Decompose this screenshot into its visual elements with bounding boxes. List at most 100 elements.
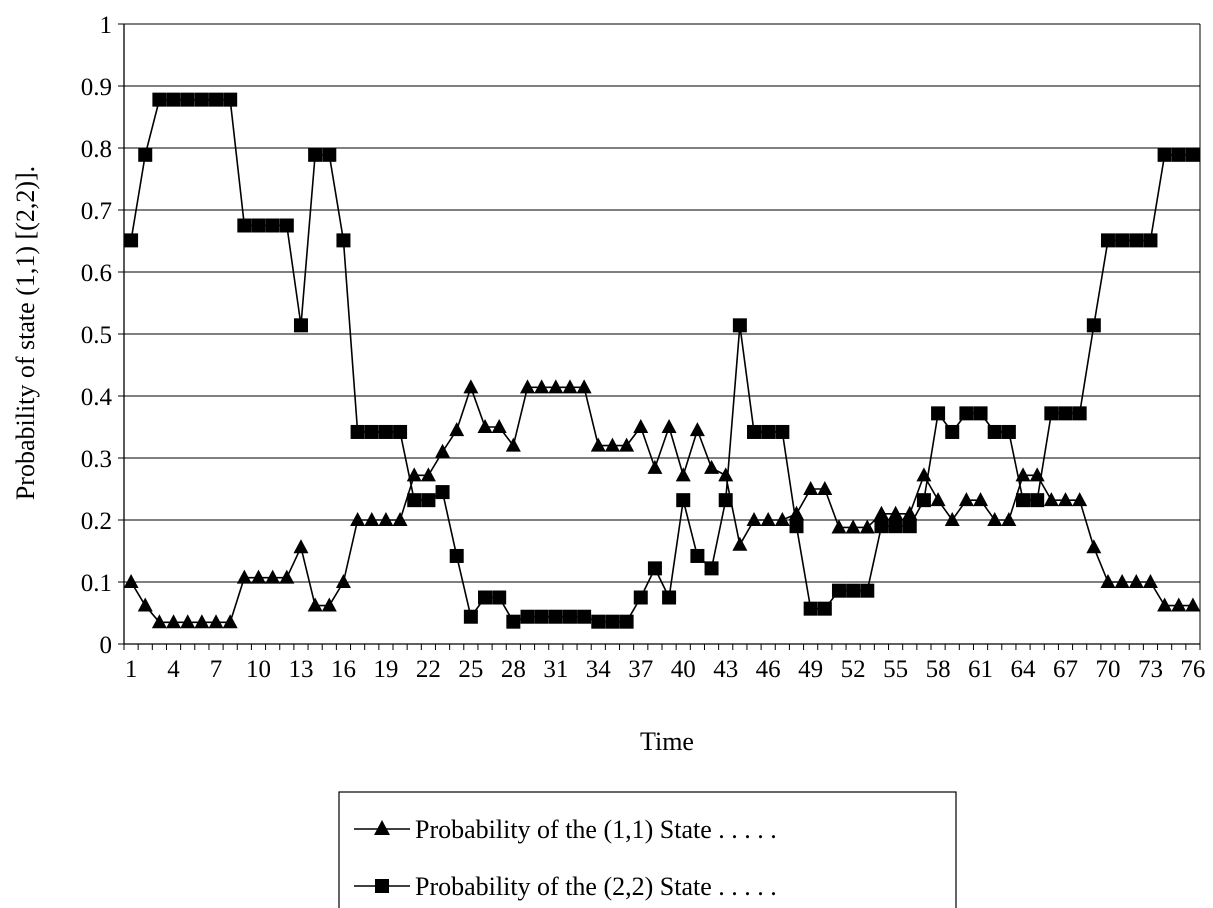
square-marker [336,233,351,248]
triangle-marker [1001,512,1017,526]
legend-box [338,791,957,908]
square-marker [209,92,224,107]
x-tick-label: 13 [288,656,313,683]
square-marker [322,147,337,162]
square-marker [732,318,747,333]
legend: Probability of the (1,1) State . . . . .… [338,791,957,908]
square-marker [775,424,790,439]
triangle-marker [321,597,337,612]
x-tick-label: 19 [373,656,398,683]
triangle-marker [1142,574,1158,588]
triangle-marker [831,519,847,534]
square-marker [124,233,139,248]
triangle-marker [137,597,153,612]
square-marker [449,548,464,563]
x-tick-label: 1 [125,656,138,683]
square-marker [1143,233,1158,248]
square-marker [194,92,209,107]
triangle-marker [449,422,465,437]
square-marker [1115,233,1130,248]
square-marker [959,406,974,421]
series-line [130,98,1193,623]
series-2 [124,92,1200,629]
square-marker [251,218,266,233]
square-marker [237,218,252,233]
triangle-marker [520,379,535,394]
square-marker [407,493,422,508]
square-marker [888,519,903,534]
x-tick-label: 49 [798,656,823,683]
x-axis-title: Time [640,727,694,756]
triangle-marker [576,379,592,394]
triangle-marker [1058,492,1073,507]
triangle-marker [364,512,380,526]
triangle-marker [732,536,748,551]
x-tick-label: 22 [416,656,441,683]
triangle-marker [987,512,1003,526]
square-marker [747,424,762,439]
triangle-marker [548,379,564,394]
y-tick-label: 0.7 [81,198,112,225]
square-marker [1129,233,1144,248]
triangle-marker [746,512,762,526]
x-tick-label: 16 [331,656,356,683]
y-axis: 0 0.1 0.2 0.3 0.4 0.5 0.6 0.7 0.8 0.9 1 [81,12,125,659]
y-tick-label: 0 [100,632,113,659]
triangle-marker [888,505,904,520]
triangle-marker [902,505,918,520]
triangle-marker [944,512,960,526]
triangle-marker [1072,492,1088,507]
y-tick-label: 0.1 [81,570,112,597]
triangle-marker [392,512,408,526]
triangle-icon [374,820,390,835]
x-tick-label: 52 [841,656,866,683]
triangle-marker [1086,539,1102,554]
triangle-marker [166,614,182,629]
x-tick-label: 46 [756,656,781,683]
square-marker [591,614,606,629]
square-marker [1016,493,1031,508]
y-tick-label: 0.9 [81,74,112,101]
triangle-marker [335,574,351,588]
square-marker [293,318,308,333]
triangle-marker [236,569,252,584]
triangle-marker [1043,492,1059,507]
square-marker [577,609,592,624]
square-marker [364,424,379,439]
legend-entry-1: Probability of the (1,1) State . . . . . [354,815,777,844]
square-marker [619,614,634,629]
triangle-marker [1015,467,1031,482]
square-marker [945,424,960,439]
y-tick-label: 1 [100,12,113,39]
triangle-marker [619,437,635,452]
triangle-marker [435,443,451,458]
triangle-marker [251,569,266,584]
triangle-marker [604,437,620,452]
triangle-marker [958,492,974,507]
y-tick-label: 0.3 [81,446,112,473]
triangle-marker [378,512,394,526]
triangle-marker [350,512,366,526]
square-marker [223,92,238,107]
square-marker [718,493,733,508]
x-tick-label: 67 [1053,656,1078,683]
triangle-marker [123,574,139,588]
x-tick-label: 10 [246,656,271,683]
square-marker [662,590,677,605]
square-marker [874,519,889,534]
triangle-marker [817,481,833,495]
legend-entry-2: Probability of the (2,2) State . . . . . [354,872,777,901]
triangle-marker [718,467,734,482]
x-tick-label: 55 [883,656,908,683]
x-tick-label: 7 [210,656,223,683]
x-tick-label: 73 [1138,656,1163,683]
square-marker [987,424,1002,439]
triangle-marker [1185,597,1201,612]
x-axis: 1 4 7 10 13 16 19 22 25 28 31 34 37 40 43 46 49 52 55 58 61 6… [123,643,1205,683]
triangle-marker [406,467,422,482]
legend-label-2: Probability of the (2,2) State . . . . . [415,872,777,901]
square-marker [421,493,436,508]
triangle-marker [661,419,677,433]
square-marker [1157,147,1172,162]
